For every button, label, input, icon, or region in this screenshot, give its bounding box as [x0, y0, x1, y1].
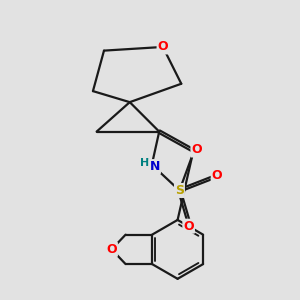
Text: O: O — [191, 143, 202, 157]
Text: N: N — [150, 160, 160, 173]
Text: O: O — [212, 169, 222, 182]
Text: S: S — [175, 184, 184, 197]
Text: O: O — [158, 40, 168, 53]
Text: H: H — [140, 158, 149, 168]
Text: O: O — [183, 220, 194, 233]
Text: O: O — [106, 243, 117, 256]
